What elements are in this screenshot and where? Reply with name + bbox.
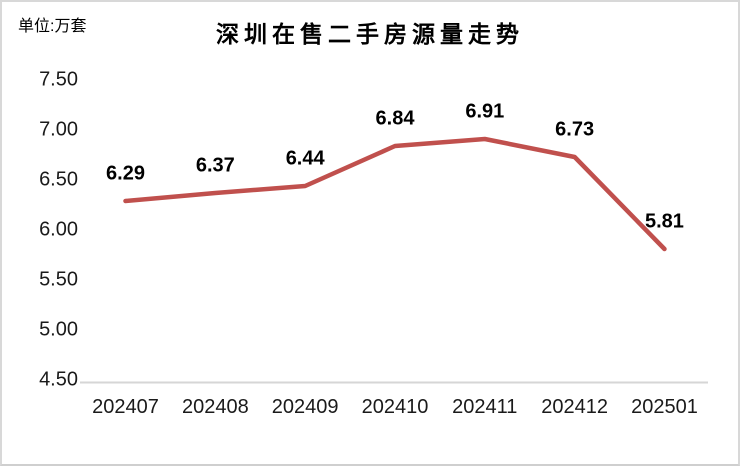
data-label: 6.37 xyxy=(195,154,235,177)
data-label: 5.81 xyxy=(645,210,684,233)
data-label: 6.91 xyxy=(465,100,505,123)
x-axis-tick: 202411 xyxy=(452,396,518,418)
x-axis-tick: 202408 xyxy=(181,396,249,418)
x-axis-tick: 202501 xyxy=(631,396,698,418)
x-axis-tick: 202407 xyxy=(92,396,159,418)
y-axis-tick: 5.50 xyxy=(39,268,78,291)
chart-title: 深圳在售二手房源量走势 xyxy=(216,21,524,47)
x-axis-tick: 202412 xyxy=(541,396,609,418)
y-axis-tick: 7.50 xyxy=(39,68,78,91)
x-axis-tick: 202409 xyxy=(271,396,339,418)
data-label: 6.84 xyxy=(375,107,415,130)
data-label: 6.44 xyxy=(285,147,325,170)
y-axis-tick: 7.00 xyxy=(39,118,78,141)
data-label: 6.73 xyxy=(555,118,595,141)
y-axis-tick: 6.50 xyxy=(39,168,78,191)
y-axis-tick: 4.50 xyxy=(39,368,78,391)
x-axis-tick: 202410 xyxy=(361,396,429,418)
y-axis-tick: 6.00 xyxy=(39,218,78,241)
unit-label: 单位:万套 xyxy=(18,18,87,35)
series-line xyxy=(123,136,667,252)
data-label: 6.29 xyxy=(106,162,145,185)
y-axis-tick: 5.00 xyxy=(39,318,78,341)
